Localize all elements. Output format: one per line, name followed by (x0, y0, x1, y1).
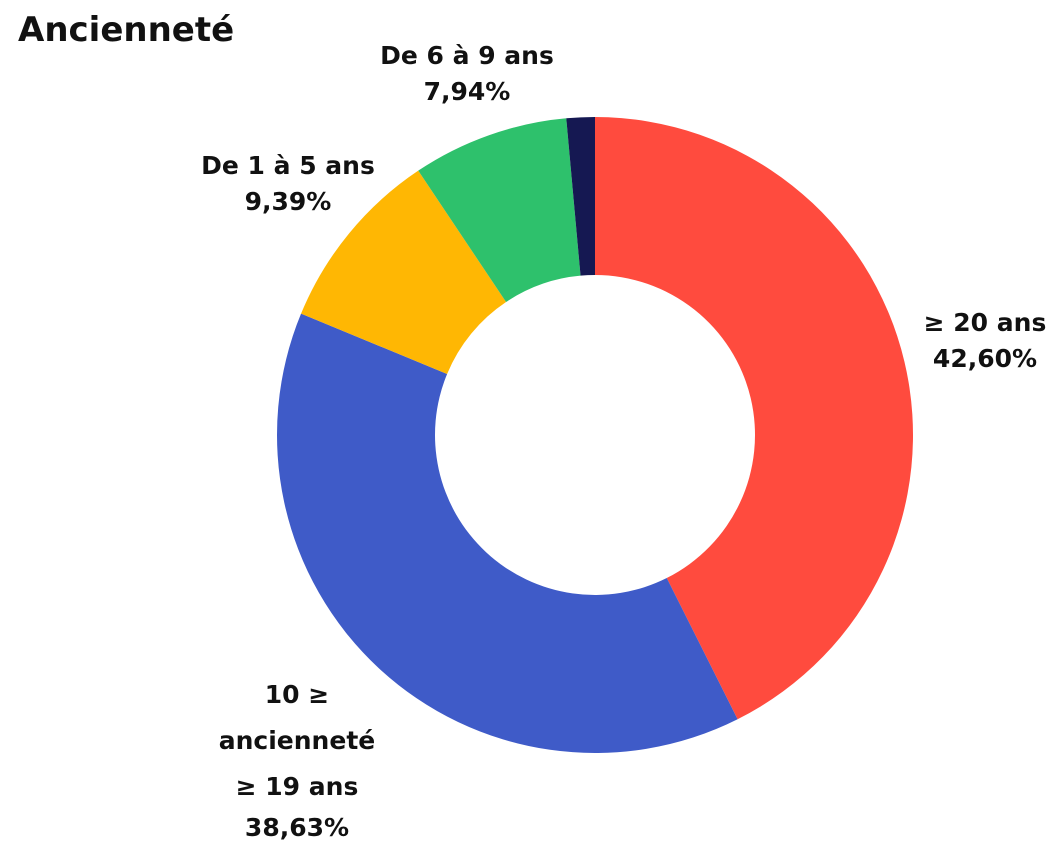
slice-label: ≥ 20 ans 42,60% (905, 305, 1059, 377)
chart-title: Ancienneté (18, 10, 235, 50)
slice-label: De 6 à 9 ans 7,94% (352, 38, 582, 110)
value-label: 38,63% (244, 813, 350, 842)
category-label: De 1 à 5 ans (201, 151, 375, 180)
category-label: ≥ 20 ans (923, 308, 1047, 337)
category-label: 10 ≥ ancienneté ≥ 19 ans (218, 680, 376, 801)
value-label: 9,39% (244, 187, 332, 216)
slice-label: 10 ≥ ancienneté ≥ 19 ans 38,63% (212, 672, 382, 846)
slice-label: De 1 à 5 ans 9,39% (178, 148, 398, 220)
category-label: De 6 à 9 ans (380, 41, 554, 70)
donut-slice (566, 117, 595, 276)
value-label: 42,60% (932, 344, 1038, 373)
donut-slice (276, 313, 738, 753)
donut-slice (595, 117, 914, 720)
donut-slice (418, 118, 581, 302)
donut-slice (301, 170, 507, 374)
value-label: 7,94% (423, 77, 511, 106)
